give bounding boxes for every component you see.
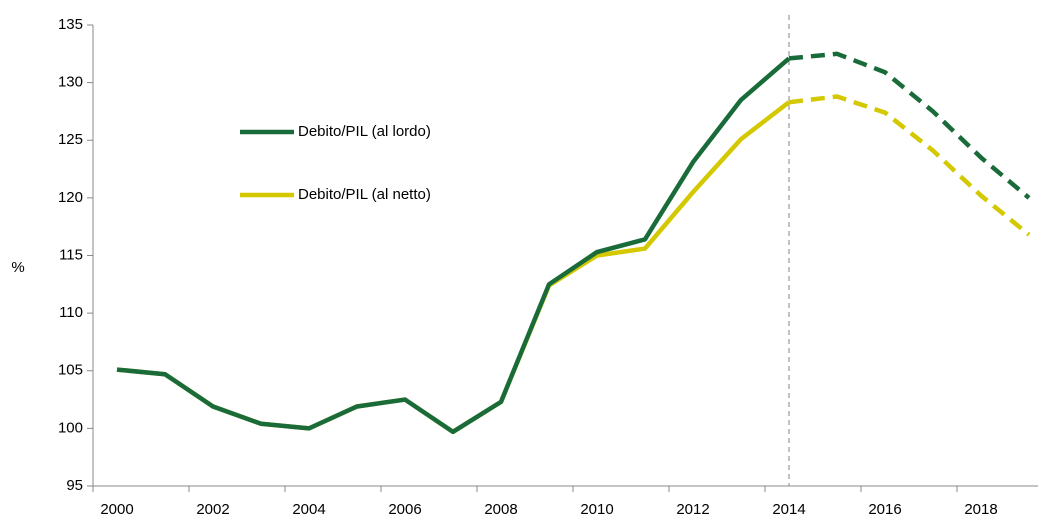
y-tick-label: 105	[58, 362, 83, 379]
y-tick-label: 130	[58, 74, 83, 91]
x-tick-label: 2006	[388, 501, 421, 518]
legend-label: Debito/PIL (al lordo)	[298, 123, 431, 140]
x-tick-label: 2012	[676, 501, 709, 518]
x-tick-label: 2000	[100, 501, 133, 518]
y-tick-label: 135	[58, 16, 83, 33]
x-tick-label: 2018	[964, 501, 997, 518]
y-tick-label: 115	[59, 246, 83, 263]
y-tick-label: 95	[66, 477, 83, 494]
y-tick-label: 110	[59, 304, 83, 321]
x-tick-label: 2002	[196, 501, 229, 518]
x-tick-label: 2010	[580, 501, 613, 518]
x-tick-label: 2008	[484, 501, 517, 518]
x-tick-label: 2016	[868, 501, 901, 518]
y-axis-label: %	[11, 259, 24, 276]
x-tick-label: 2014	[772, 501, 805, 518]
line-solid	[116, 56, 791, 435]
y-tick-label: 100	[58, 419, 83, 436]
line-solid	[116, 100, 791, 435]
x-tick-label: 2004	[292, 501, 325, 518]
y-tick-label: 125	[58, 131, 83, 148]
legend-label: Debito/PIL (al netto)	[298, 186, 431, 203]
line-projection	[788, 51, 1031, 200]
y-tick-label: 120	[58, 189, 83, 206]
